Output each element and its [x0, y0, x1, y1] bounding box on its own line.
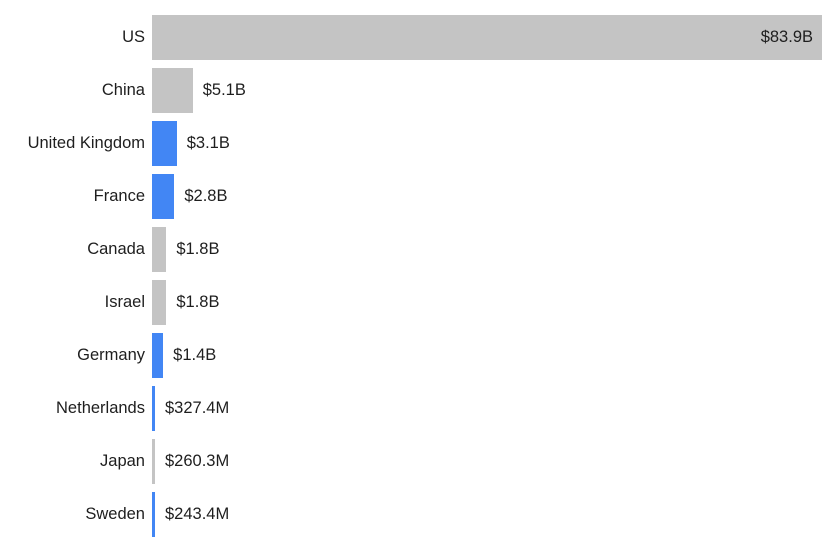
bar [152, 227, 167, 272]
category-label: United Kingdom [27, 134, 145, 153]
value-label: $5.1B [202, 81, 246, 100]
bar-area: $1.8B [152, 280, 827, 325]
chart-row: Japan $260.3M [0, 435, 827, 488]
chart-row: US $83.9B [0, 11, 827, 64]
value-label: $327.4M [165, 399, 230, 418]
chart-row: Canada $1.8B [0, 223, 827, 276]
category-label: Germany [77, 346, 145, 365]
chart-row: Germany $1.4B [0, 329, 827, 382]
bar [152, 386, 155, 431]
chart-row: China $5.1B [0, 64, 827, 117]
chart-row: Sweden $243.4M [0, 488, 827, 541]
value-label: $83.9B [760, 28, 813, 47]
value-label: $3.1B [186, 134, 230, 153]
chart-row: Israel $1.8B [0, 276, 827, 329]
bar [152, 333, 164, 378]
bar [152, 280, 167, 325]
bar-area: $1.8B [152, 227, 827, 272]
bar-area: $5.1B [152, 68, 827, 113]
value-label: $1.8B [176, 240, 220, 259]
category-label: France [93, 187, 145, 206]
category-label: Netherlands [56, 399, 145, 418]
bar [152, 174, 175, 219]
category-label: Sweden [85, 505, 145, 524]
chart-row: United Kingdom $3.1B [0, 117, 827, 170]
bar [152, 121, 177, 166]
chart-row: Netherlands $327.4M [0, 382, 827, 435]
value-label: $2.8B [184, 187, 228, 206]
bar-area: $1.4B [152, 333, 827, 378]
bar-area: $3.1B [152, 121, 827, 166]
value-label: $1.8B [176, 293, 220, 312]
bar [152, 68, 193, 113]
bar-area: $243.4M [152, 492, 827, 537]
category-label: Japan [100, 452, 145, 471]
bar: $83.9B [152, 15, 822, 60]
bar-area: $83.9B [152, 15, 827, 60]
value-label: $260.3M [165, 452, 230, 471]
bar-area: $2.8B [152, 174, 827, 219]
bar [152, 439, 155, 484]
value-label: $1.4B [173, 346, 217, 365]
value-label: $243.4M [165, 505, 230, 524]
category-label: Canada [87, 240, 145, 259]
bar [152, 492, 155, 537]
category-label: China [101, 81, 145, 100]
bar-area: $327.4M [152, 386, 827, 431]
bar-area: $260.3M [152, 439, 827, 484]
chart-row: France $2.8B [0, 170, 827, 223]
category-label: US [122, 28, 145, 47]
chart-rows: US $83.9B China $5.1B United Kingdom $3.1B Fra… [0, 11, 827, 541]
category-label: Israel [104, 293, 145, 312]
